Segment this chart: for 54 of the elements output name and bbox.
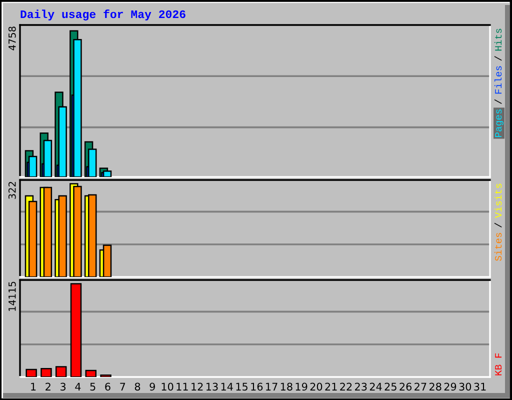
x-tick-label: 30	[459, 382, 472, 391]
x-tick-label: 12	[192, 382, 203, 390]
x-tick-label: 23	[355, 382, 367, 391]
x-tick-label: 18	[280, 382, 292, 391]
bar	[40, 368, 52, 377]
text: 4758	[8, 26, 16, 50]
x-tick-label: 4	[75, 382, 81, 390]
x-tick-label: 25	[384, 382, 396, 391]
text: 14115	[8, 282, 16, 311]
x-tick-label: 7	[120, 382, 126, 390]
text: Pages	[495, 109, 504, 138]
x-tick-label: 10	[162, 382, 174, 391]
text: KB F	[495, 353, 502, 376]
x-tick-label: 13	[206, 382, 218, 391]
text: 322	[8, 182, 16, 199]
bar	[55, 366, 67, 377]
x-tick-label: 27	[414, 382, 426, 390]
x-tick-label: 28	[429, 382, 442, 391]
x-tick-label: 3	[60, 382, 66, 391]
x-tick-label: 9	[150, 382, 155, 391]
text: Visits	[494, 184, 502, 218]
bar	[85, 370, 96, 377]
x-tick-label: 17	[266, 382, 278, 390]
text: /	[494, 99, 502, 104]
bar	[102, 244, 112, 277]
x-tick-label: 31	[474, 382, 486, 391]
x-tick-label: 16	[251, 382, 263, 391]
x-tick-label: 11	[176, 382, 188, 390]
x-tick-label: 20	[310, 382, 322, 391]
bar	[58, 195, 67, 277]
x-tick-label: 21	[325, 382, 337, 390]
x-tick-label: 15	[236, 382, 248, 391]
x-tick-label: 19	[296, 382, 308, 391]
bar	[26, 368, 37, 377]
x-tick-label: 26	[400, 382, 412, 391]
x-tick-label: 22	[340, 382, 352, 390]
text: Sites	[494, 232, 502, 261]
text: Hits	[494, 28, 502, 51]
x-tick-label: 8	[134, 382, 140, 391]
x-tick-label: 1	[31, 382, 36, 390]
x-tick-label: 6	[105, 382, 110, 391]
bar	[70, 283, 82, 377]
x-tick-label: 29	[444, 382, 456, 391]
x-tick-label: 24	[370, 382, 382, 390]
bar	[88, 194, 97, 277]
text: /	[494, 222, 502, 228]
x-tick-label: 14	[221, 382, 233, 390]
bar	[43, 186, 52, 277]
x-tick-label: 2	[46, 382, 50, 390]
text: Files	[494, 66, 502, 94]
x-tick-label: 5	[90, 382, 96, 391]
text: /	[494, 56, 502, 61]
chart-title: Daily usage for May 2026	[20, 10, 186, 20]
bar	[73, 186, 82, 277]
